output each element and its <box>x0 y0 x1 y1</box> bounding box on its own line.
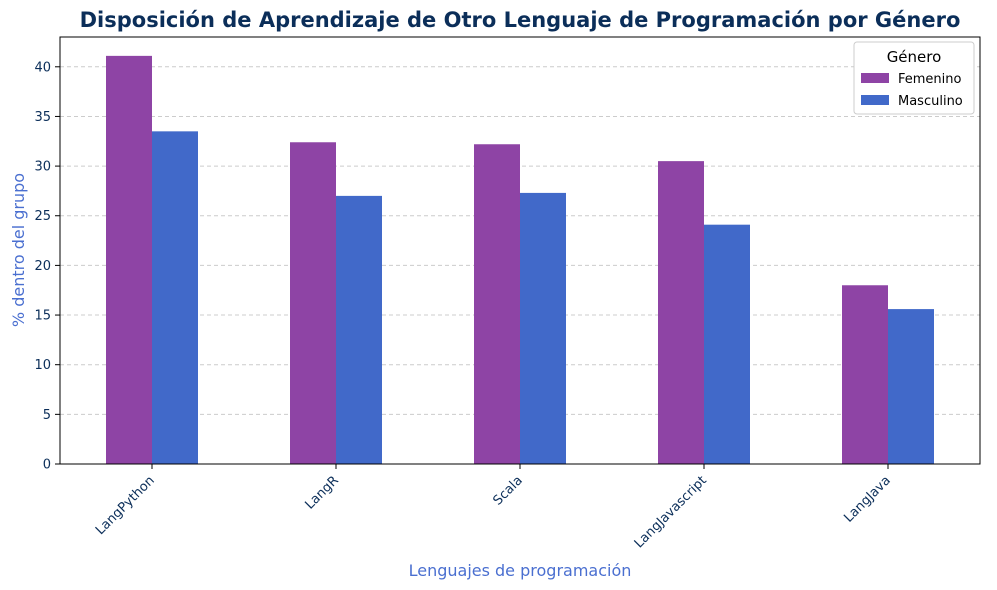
y-tick-label: 35 <box>34 110 51 125</box>
x-tick-label: LangR <box>302 473 341 512</box>
y-tick-label: 30 <box>34 160 51 175</box>
y-tick-label: 40 <box>34 60 51 75</box>
bar-masculino-scala <box>520 192 566 464</box>
bar-femenino-langjavascript <box>658 161 704 464</box>
legend: Género Femenino Masculino <box>853 41 975 115</box>
bar-masculino-langr <box>336 195 382 464</box>
legend-swatch-masculino <box>861 95 889 105</box>
chart-title: Disposición de Aprendizaje de Otro Lengu… <box>80 8 961 32</box>
y-tick-label: 15 <box>34 309 51 324</box>
bar-masculino-langjavascript <box>704 224 750 464</box>
legend-swatch-femenino <box>861 73 889 83</box>
legend-label-masculino: Masculino <box>898 94 963 109</box>
y-axis-label: % dentro del grupo <box>9 173 28 327</box>
y-tick-label: 25 <box>34 209 51 224</box>
legend-title: Género <box>887 48 942 66</box>
y-tick-label: 20 <box>34 259 51 274</box>
y-tick-label: 5 <box>43 408 51 423</box>
x-axis-label: Lenguajes de programación <box>409 561 632 580</box>
bar-masculino-langpython <box>152 131 198 464</box>
legend-items: Femenino Masculino <box>861 72 963 109</box>
bar-femenino-langpython <box>106 55 152 465</box>
grid-lines <box>60 66 980 415</box>
y-tick-label: 10 <box>34 358 51 373</box>
x-tick-label: Scala <box>491 473 526 508</box>
bar-femenino-langr <box>290 142 336 464</box>
x-tick-label: LangJavascript <box>632 473 710 551</box>
legend-label-femenino: Femenino <box>898 72 962 87</box>
y-axis: 0 5 10 15 20 25 30 35 40 <box>34 60 60 473</box>
bars <box>106 55 934 465</box>
x-axis: LangPython LangR Scala LangJavascript LangJa… <box>93 464 894 551</box>
bar-femenino-langjava <box>842 285 888 464</box>
bar-masculino-langjava <box>888 309 934 464</box>
x-tick-label: LangPython <box>93 473 158 538</box>
x-tick-label: LangJava <box>841 473 893 525</box>
bar-femenino-scala <box>474 144 520 464</box>
y-tick-label: 0 <box>43 458 51 473</box>
